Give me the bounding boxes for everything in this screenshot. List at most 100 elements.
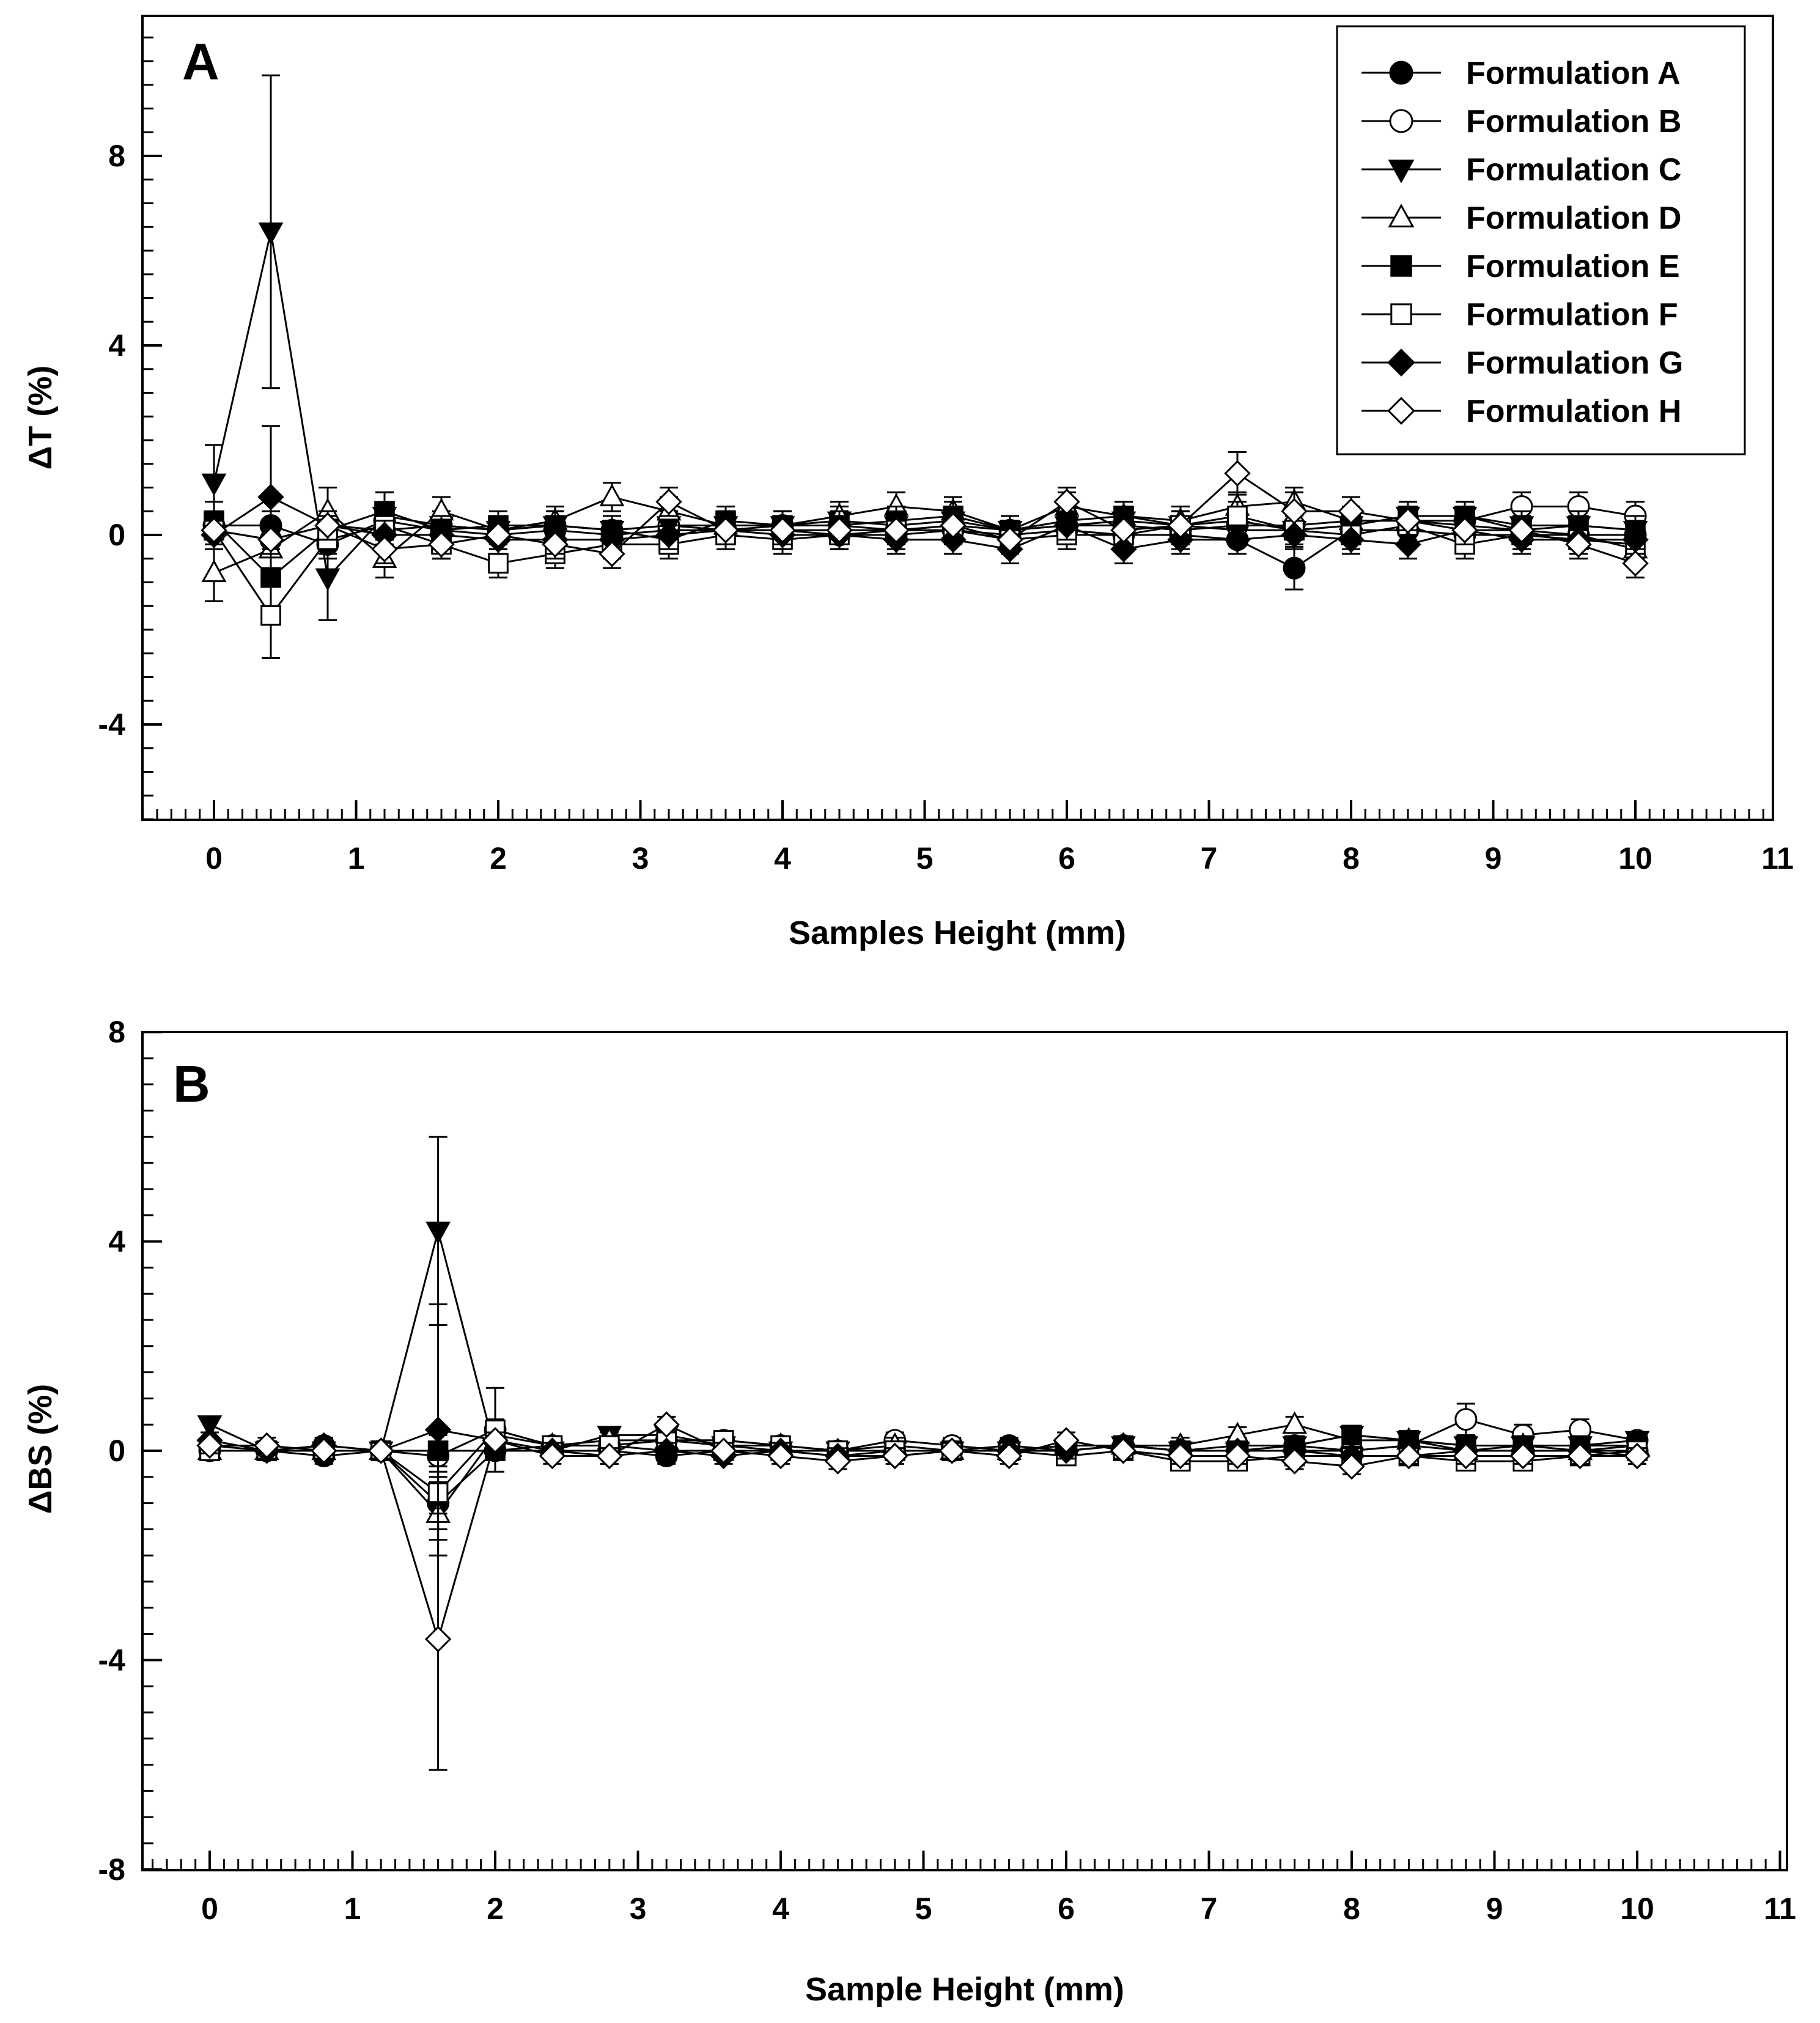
panel-b-y-tick-label: 4 (108, 1225, 125, 1259)
panel-a-x-tick-label: 11 (1761, 841, 1794, 875)
panel-a-x-tick-label: 3 (632, 841, 649, 875)
panel-b-x-tick-label: 10 (1620, 1892, 1654, 1926)
panel-a-x-tick-label: 9 (1485, 841, 1502, 875)
data-point (201, 559, 227, 583)
data-point (1338, 1453, 1365, 1480)
panel-b-x-tick-label: 1 (344, 1892, 361, 1926)
panel-a-x-tick-label: 0 (205, 841, 223, 875)
panel-b-label: B (173, 1055, 210, 1113)
legend-marker (1390, 255, 1412, 277)
data-point (542, 531, 569, 558)
data-point (1053, 1427, 1080, 1454)
data-point (995, 1442, 1023, 1470)
data-point (882, 1442, 908, 1470)
data-point (1454, 1408, 1478, 1431)
panel-a-x-tick-label: 7 (1201, 841, 1218, 875)
data-point (767, 1442, 794, 1470)
legend-item: Formulation H (1361, 394, 1681, 429)
legend-marker (1389, 61, 1413, 85)
data-point (1110, 517, 1137, 544)
legend-item: Formulation C (1361, 152, 1681, 188)
data-point (197, 1415, 223, 1439)
data-point (710, 1437, 737, 1464)
legend-marker (1388, 160, 1415, 183)
legend-item: Formulation A (1361, 56, 1681, 91)
legend-frame (1336, 25, 1746, 455)
data-point (260, 605, 281, 626)
data-point (1224, 526, 1251, 553)
data-point (315, 568, 341, 591)
data-point (940, 512, 967, 539)
legend-item: Formulation D (1361, 201, 1681, 236)
data-point (485, 521, 512, 548)
panel-a-x-tick-label: 10 (1618, 841, 1652, 875)
panel-b-x-tick-label: 3 (630, 1892, 647, 1926)
legend-label: Formulation C (1466, 152, 1681, 188)
data-point (539, 1442, 566, 1470)
data-point (1394, 507, 1421, 534)
legend-label: Formulation E (1466, 249, 1680, 284)
data-point (424, 1626, 452, 1653)
data-point (482, 1427, 509, 1454)
data-point (1053, 488, 1080, 515)
panel-a-x-tick-label: 8 (1343, 841, 1360, 875)
data-point (257, 526, 284, 553)
panel-a-y-tick-label: 4 (108, 328, 125, 363)
data-point (1565, 531, 1592, 558)
data-point (1167, 512, 1194, 539)
legend-label: Formulation G (1466, 345, 1683, 381)
data-point (253, 1432, 281, 1459)
data-point (824, 1448, 852, 1475)
data-point (1282, 1411, 1307, 1434)
panel-a-x-tick-label: 4 (774, 841, 791, 875)
panel-b-x-axis-title: Sample Height (mm) (805, 1971, 1124, 2008)
legend-label: Formulation D (1466, 201, 1681, 236)
panel-b-y-axis-title: ΔBS (%) (22, 1384, 59, 1514)
panel-a-x-tick-label: 6 (1058, 841, 1075, 875)
data-point (1167, 1442, 1194, 1470)
panel-b-data (196, 1135, 1651, 1771)
legend: Formulation A Formulation B Formulation C F… (1336, 25, 1746, 455)
panel-b-x-tick-label: 9 (1486, 1892, 1503, 1926)
data-point (311, 1437, 337, 1464)
data-point (599, 540, 625, 567)
data-point (1338, 498, 1365, 525)
data-point (1283, 556, 1306, 580)
data-point (424, 1417, 452, 1443)
data-point (1227, 506, 1248, 526)
panel-a-series-formulation-h (201, 451, 1649, 579)
data-point (599, 484, 625, 507)
data-point (997, 526, 1023, 553)
data-point (883, 517, 910, 544)
data-point (201, 473, 227, 496)
data-point (371, 536, 398, 562)
data-point (1053, 512, 1080, 539)
panel-b-x-tick-label: 8 (1343, 1892, 1360, 1926)
data-point (1224, 460, 1251, 487)
legend-label: Formulation F (1466, 297, 1678, 333)
legend-marker (1390, 303, 1412, 325)
data-point (1224, 1442, 1251, 1470)
data-point (428, 531, 455, 558)
data-point (1453, 1442, 1479, 1470)
legend-marker (1387, 397, 1415, 425)
data-point (1566, 1442, 1594, 1470)
data-point (1451, 517, 1478, 544)
panel-b-x-tick-label: 0 (201, 1892, 218, 1926)
data-point (257, 484, 284, 510)
data-point (938, 1437, 965, 1464)
panel-b-x-tick-label: 7 (1201, 1892, 1218, 1926)
panel-b-y-tick-label: 0 (108, 1434, 125, 1468)
legend-item: Formulation G (1361, 345, 1683, 381)
data-point (1281, 498, 1308, 525)
legend-marker (1388, 204, 1415, 227)
panel-b-x-tick-label: 4 (772, 1892, 789, 1926)
legend-item: Formulation F (1361, 297, 1678, 333)
data-point (1338, 526, 1365, 553)
data-point (655, 521, 682, 548)
data-point (1508, 517, 1535, 544)
panel-a-x-tick-label: 2 (490, 841, 507, 875)
data-point (1622, 550, 1649, 577)
legend-marker (1389, 109, 1413, 133)
legend-item: Formulation E (1361, 249, 1680, 284)
